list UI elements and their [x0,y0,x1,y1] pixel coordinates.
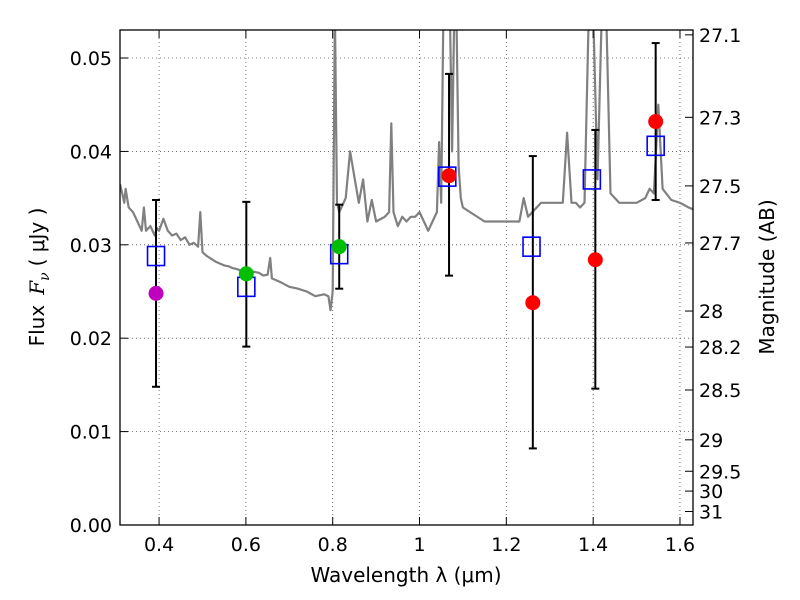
magnitude-tick-label: 27.5 [699,176,741,198]
observed-point [587,252,603,268]
magnitude-tick-label: 28 [699,301,723,323]
magnitude-axis-label: Magnitude (AB) [755,199,779,354]
grid-lines [120,30,693,526]
model-spectrum-layer [120,30,693,312]
x-axis-ticks: 0.4 0.6 0.8 1 1.2 1.4 1.6 [144,30,695,556]
magnitude-tick-label: 28.5 [699,380,741,402]
observed-point [148,285,164,301]
x-tick-label: 1.4 [578,534,608,556]
model-photometry-square [582,169,602,190]
magnitude-tick-label: 31 [699,502,723,524]
y-axis-ticks: 0.00 0.01 0.02 0.03 0.04 0.05 [70,48,128,537]
y-tick-label: 0.04 [70,141,112,163]
plot-frame [119,29,694,526]
y-tick-label: 0.03 [70,235,112,257]
magnitude-tick-label: 27.3 [699,107,741,129]
y-tick-label: 0.02 [70,328,112,350]
magnitude-tick-label: 30 [699,481,723,503]
magnitude-tick-label: 29.5 [699,461,741,483]
observed-point [238,266,254,282]
model-photometry-square [522,236,541,257]
y-tick-label: 0.05 [70,48,112,70]
x-tick-label: 1.6 [665,534,695,556]
model-photometry-square [146,245,166,267]
observed-point [331,239,347,255]
x-tick-label: 0.6 [231,534,261,556]
x-tick-label: 1.2 [491,534,521,556]
y-axis-label: FluxFν( μJy ) [25,208,53,347]
x-axis-label: Wavelength λ (μm) [310,563,501,587]
observed-points [148,114,664,311]
observed-point [525,295,541,311]
magnitude-tick-label: 27.1 [699,25,741,47]
x-tick-label: 1 [413,534,425,556]
model-spectrum-line [120,30,693,312]
y-tick-label: 0.01 [70,422,112,444]
x-tick-label: 0.4 [144,534,174,556]
x-tick-label: 0.8 [318,534,348,556]
y-tick-label: 0.00 [70,515,112,537]
observed-point [441,168,457,184]
magnitude-tick-label: 29 [699,430,723,452]
magnitude-tick-label: 28.2 [699,337,741,359]
magnitude-tick-label: 27.7 [699,233,741,255]
model-photometry-square [646,135,665,157]
observed-point [648,114,664,130]
